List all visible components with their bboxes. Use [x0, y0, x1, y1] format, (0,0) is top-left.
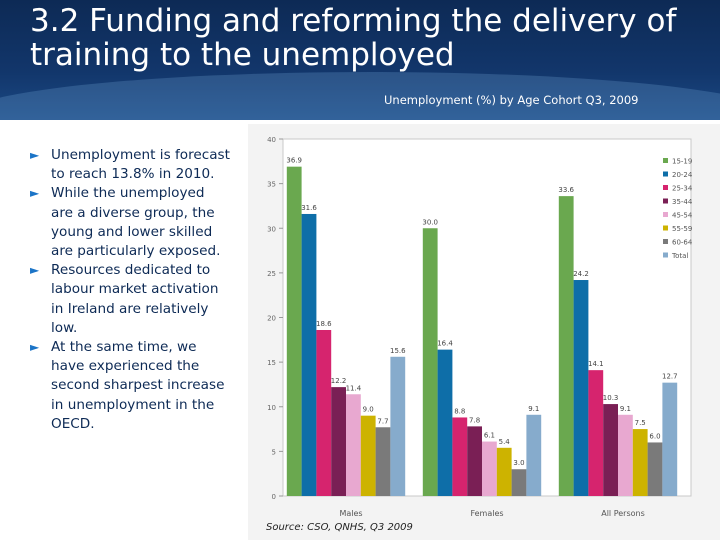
slide-title: 3.2 Funding and reforming the delivery o…	[30, 3, 677, 73]
bullet-arrow-icon: ►	[30, 263, 40, 278]
data-label: 9.1	[620, 405, 631, 413]
data-label: 7.7	[377, 417, 388, 425]
legend-swatch	[663, 171, 668, 177]
bullet-arrow-icon: ►	[30, 148, 40, 162]
data-label: 12.2	[331, 377, 347, 385]
bullet-text: While the unemployed are a diverse group…	[51, 185, 221, 260]
bar-Total-all-persons	[662, 382, 678, 496]
legend-swatch	[663, 225, 668, 231]
legend-label: 15-19	[672, 158, 692, 166]
data-label: 31.6	[301, 204, 317, 212]
bar-60-64-all-persons	[647, 442, 663, 496]
legend-swatch	[663, 185, 668, 190]
data-label: 16.4	[437, 340, 453, 348]
legend-label: Total	[671, 252, 688, 260]
bar-15-19-all-persons	[558, 196, 574, 496]
title-banner: 3.2 Funding and reforming the delivery o…	[0, 0, 720, 120]
x-tick-label: Males	[339, 509, 362, 518]
y-tick-label: 5	[272, 448, 276, 456]
data-label: 9.0	[363, 406, 374, 414]
source-note: Source: CSO, QNHS, Q3 2009	[266, 522, 413, 533]
bar-45-54-males	[346, 394, 361, 496]
y-tick-label: 15	[267, 359, 276, 367]
bar-Total-females	[526, 414, 542, 496]
legend-swatch	[663, 239, 668, 244]
data-label: 7.8	[469, 416, 480, 424]
bar-55-59-females	[496, 447, 512, 496]
bar-15-19-females	[422, 228, 438, 496]
data-label: 14.1	[588, 360, 604, 368]
bar-20-24-males	[301, 213, 317, 496]
bullet-text: At the same time, we have experienced th…	[51, 339, 225, 432]
y-tick-label: 30	[267, 225, 276, 233]
bar-chart: 051015202530354036.931.618.612.211.49.07…	[267, 136, 693, 518]
x-tick-label: Females	[470, 509, 503, 518]
bar-55-59-males	[360, 415, 376, 496]
chart-title: Unemployment (%) by Age Cohort Q3, 2009	[384, 93, 639, 107]
chart-panel: 0 5 10 15 20 25 30 35 40 36.9 31.6 18.6 12.2 11.4 9.0 7…	[248, 124, 720, 540]
bar-25-34-all-persons	[588, 370, 604, 496]
bar-25-34-males	[316, 329, 332, 496]
bar-20-24-all-persons	[573, 280, 589, 496]
bullet-item: ► At the same time, we have experienced t…	[30, 338, 230, 434]
legend-swatch	[663, 198, 668, 204]
legend-swatch	[663, 212, 668, 217]
data-label: 9.1	[528, 405, 539, 413]
bar-55-59-all-persons	[632, 429, 648, 496]
data-label: 10.3	[603, 394, 619, 402]
legend-swatch	[663, 252, 668, 258]
data-label: 8.8	[454, 407, 465, 415]
bullet-item: ► While the unemployed are a diverse grou…	[30, 184, 230, 261]
bar-45-54-females	[482, 441, 497, 496]
data-label: 33.6	[558, 186, 574, 194]
data-label: 5.4	[499, 438, 511, 446]
data-label: 36.9	[286, 157, 302, 165]
bar-25-34-females	[452, 417, 468, 496]
bar-35-44-females	[467, 426, 482, 496]
y-tick-label: 25	[267, 270, 276, 278]
data-label: 24.2	[573, 270, 589, 278]
bar-20-24-females	[437, 349, 453, 496]
data-label: 18.6	[316, 320, 332, 328]
data-label: 7.5	[635, 419, 646, 427]
x-tick-label: All Persons	[601, 509, 645, 518]
y-tick-label: 35	[267, 181, 276, 189]
bar-35-44-all-persons	[603, 404, 618, 496]
bullet-item: ► Resources dedicated to labour market ac…	[30, 261, 230, 338]
data-label: 6.0	[649, 432, 660, 440]
data-label: 11.4	[346, 384, 362, 392]
bullet-list: ► Unemployment is forecast to reach 13.8%…	[30, 146, 230, 434]
legend-swatch	[663, 158, 668, 163]
y-tick-label: 40	[267, 136, 276, 144]
legend-label: 25-34	[672, 185, 693, 193]
legend-label: 45-54	[672, 212, 693, 220]
data-label: 15.6	[390, 347, 406, 355]
bar-60-64-females	[511, 469, 527, 496]
legend-label: 20-24	[672, 171, 693, 179]
bullet-text: Resources dedicated to labour market act…	[51, 262, 219, 336]
data-label: 6.1	[484, 432, 495, 440]
legend-label: 55-59	[672, 225, 692, 233]
bar-45-54-all-persons	[618, 414, 633, 496]
legend-label: 60-64	[672, 239, 693, 247]
bar-Total-males	[390, 356, 406, 496]
data-label: 3.0	[513, 459, 524, 467]
bullet-text: Unemployment is forecast to reach 13.8% …	[51, 147, 230, 183]
bar-60-64-males	[375, 427, 391, 496]
data-label: 30.0	[422, 218, 438, 226]
y-tick-label: 10	[267, 404, 276, 412]
bullet-arrow-icon: ►	[30, 186, 40, 201]
legend-label: 35-44	[672, 198, 693, 206]
bar-35-44-males	[331, 387, 346, 496]
y-tick-label: 0	[272, 493, 276, 501]
data-label: 12.7	[662, 373, 678, 381]
bullet-arrow-icon: ►	[30, 340, 40, 355]
y-tick-label: 20	[267, 315, 276, 323]
bullet-item: ► Unemployment is forecast to reach 13.8%…	[30, 146, 230, 184]
bar-15-19-males	[286, 166, 302, 497]
